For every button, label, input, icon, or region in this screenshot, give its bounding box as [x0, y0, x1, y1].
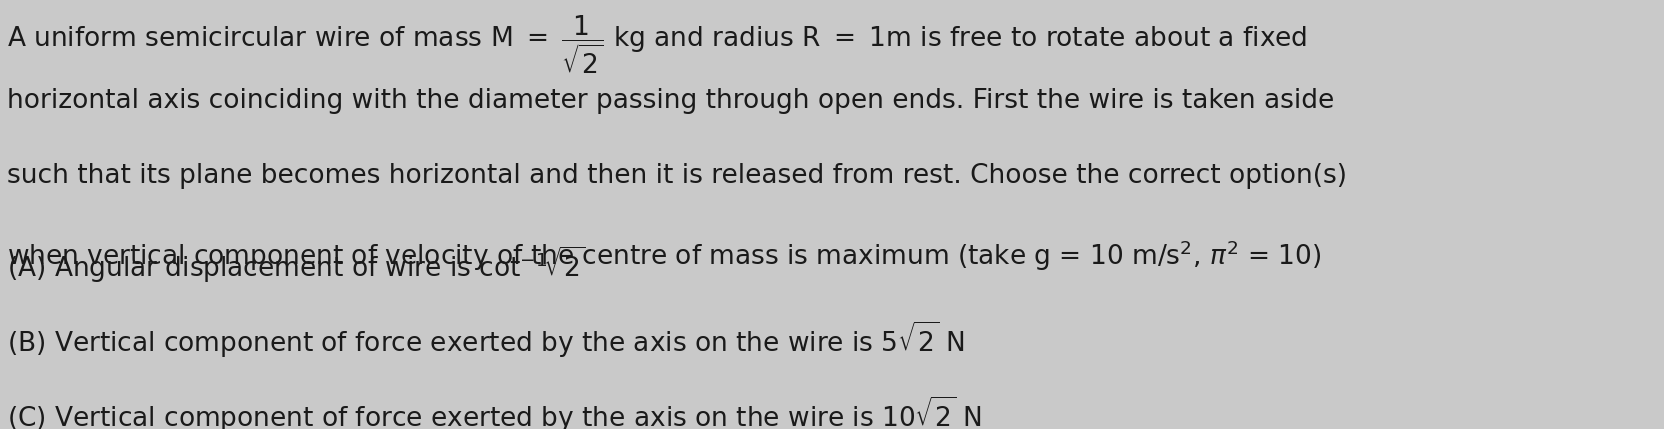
Text: when vertical component of velocity of the centre of mass is maximum (take g = 1: when vertical component of velocity of t…: [7, 238, 1321, 272]
Text: (C) Vertical component of force exerted by the axis on the wire is $10\sqrt{2}$ : (C) Vertical component of force exerted …: [7, 395, 982, 429]
Text: horizontal axis coinciding with the diameter passing through open ends. First th: horizontal axis coinciding with the diam…: [7, 88, 1335, 114]
Text: (A) Angular displacement of wire is cot$^{-1}\!\sqrt{2}$: (A) Angular displacement of wire is cot$…: [7, 245, 584, 285]
Text: (B) Vertical component of force exerted by the axis on the wire is $5\sqrt{2}$ N: (B) Vertical component of force exerted …: [7, 320, 965, 360]
Text: such that its plane becomes horizontal and then it is released from rest. Choose: such that its plane becomes horizontal a…: [7, 163, 1346, 189]
Text: A uniform semicircular wire of mass M $=$ $\dfrac{1}{\sqrt{2}}$ kg and radius R : A uniform semicircular wire of mass M $=…: [7, 13, 1306, 76]
